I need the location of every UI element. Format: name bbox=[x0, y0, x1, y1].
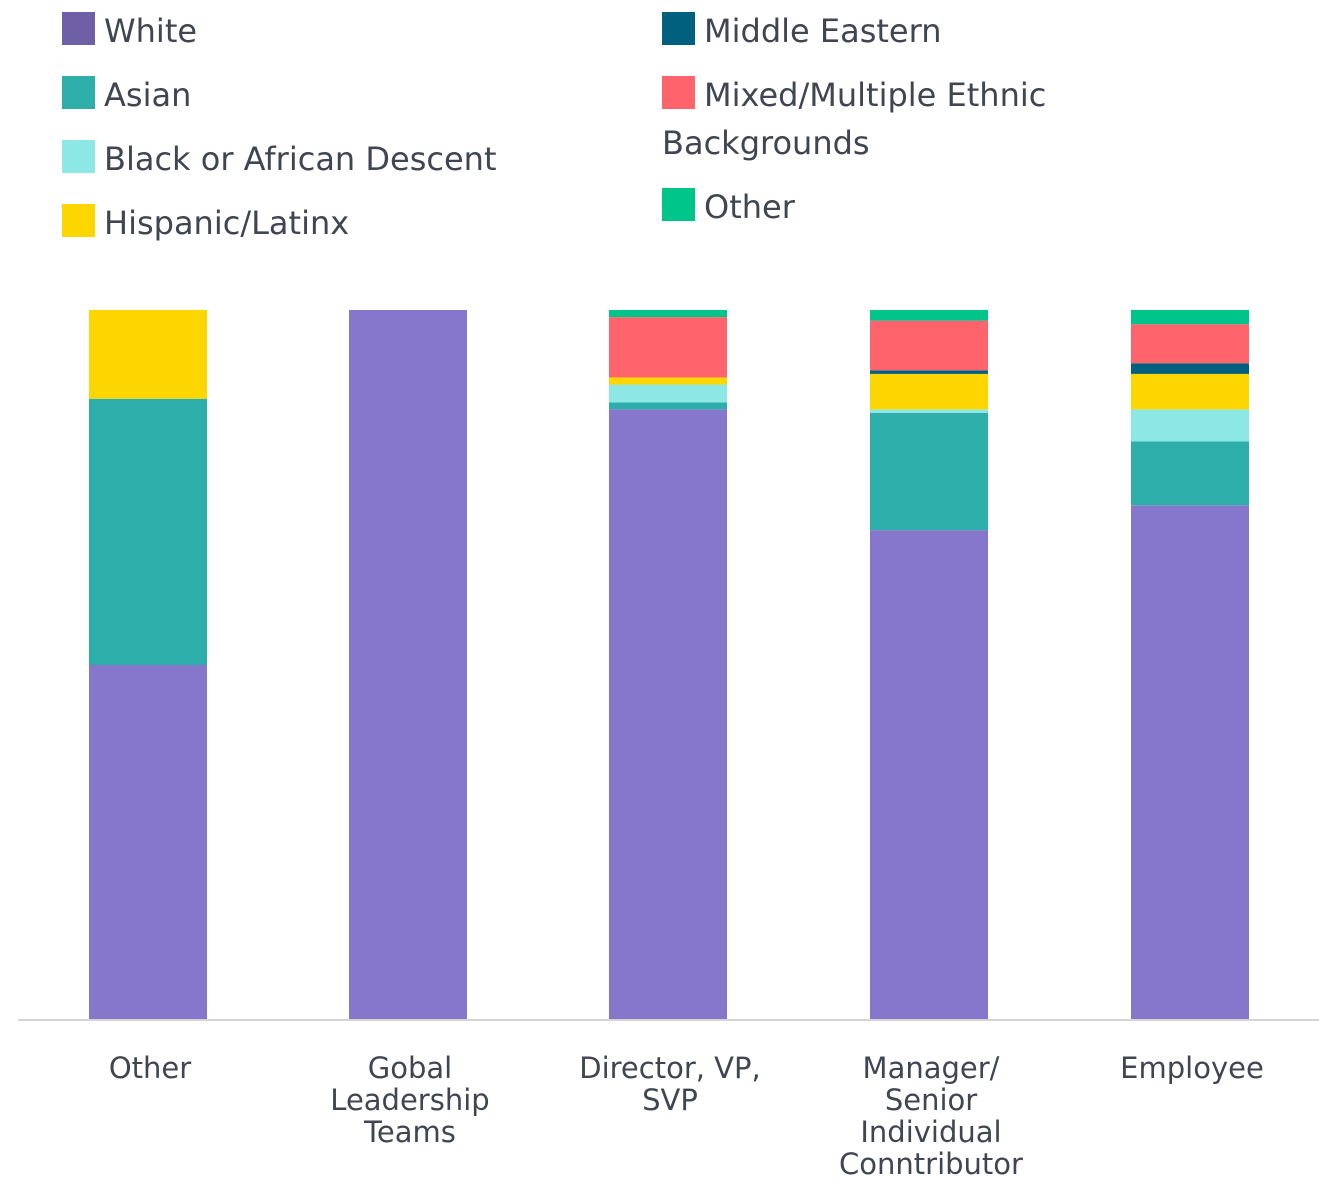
legend-mixed-multiple-ethnic-backgrounds-label-line-2: Backgrounds bbox=[662, 124, 870, 162]
bar-manager-senior-individual-conntributor-middle-eastern bbox=[870, 370, 988, 374]
bar-director-vp-svp-mixed-multiple-ethnic-backgrounds bbox=[609, 317, 727, 378]
bar-manager-senior-individual-conntributor-other bbox=[870, 310, 988, 321]
bar-employee-middle-eastern bbox=[1131, 363, 1249, 374]
x-axis-tick-labels: Other Gobal Leadership Teams Director, VP, SV… bbox=[109, 1051, 1264, 1181]
legend-white-item: White bbox=[62, 12, 197, 50]
tick-label-director-vp-svp-line-2: SVP bbox=[642, 1083, 698, 1117]
tick-label-manager-senior-individual-conntributor-line-2: Senior bbox=[885, 1083, 977, 1117]
bar-other-hispanic-latinx bbox=[89, 310, 207, 399]
bar-group-manager-senior-individual-conntributor bbox=[870, 310, 988, 1020]
legend-black-or-african-descent-label: Black or African Descent bbox=[104, 140, 496, 178]
tick-label-manager-senior-individual-conntributor-line-4: Conntributor bbox=[839, 1147, 1023, 1181]
bar-other-asian bbox=[89, 398, 207, 665]
chart-legend: White Asian Black or African Descent Hispan… bbox=[62, 12, 1046, 242]
bar-group-gobal-leadership-teams bbox=[349, 310, 467, 1020]
bar-manager-senior-individual-conntributor-white bbox=[870, 530, 988, 1020]
legend-black-or-african-descent-swatch bbox=[62, 140, 95, 173]
legend-middle-eastern-label: Middle Eastern bbox=[704, 12, 941, 50]
bar-director-vp-svp-hispanic-latinx bbox=[609, 377, 727, 385]
legend-other-series-item: Other bbox=[662, 188, 796, 226]
tick-label-gobal-leadership-teams: Gobal Leadership Teams bbox=[330, 1051, 489, 1149]
legend-other-series-label: Other bbox=[704, 188, 796, 226]
bar-group-director-vp-svp bbox=[609, 310, 727, 1020]
tick-label-gobal-leadership-teams-line-3: Teams bbox=[363, 1115, 456, 1149]
tick-label-director-vp-svp: Director, VP, SVP bbox=[579, 1051, 760, 1117]
bar-employee-mixed-multiple-ethnic-backgrounds bbox=[1131, 324, 1249, 364]
legend-hispanic-latinx-label: Hispanic/Latinx bbox=[104, 204, 349, 242]
bar-gobal-leadership-teams-white bbox=[349, 310, 467, 1020]
legend-asian-item: Asian bbox=[62, 76, 191, 114]
tick-label-employee: Employee bbox=[1120, 1051, 1264, 1085]
bar-employee-asian bbox=[1131, 441, 1249, 506]
legend-mixed-multiple-ethnic-backgrounds-swatch bbox=[662, 76, 695, 109]
legend-mixed-multiple-ethnic-backgrounds-label: Mixed/Multiple Ethnic bbox=[704, 76, 1046, 114]
legend-other-series-swatch bbox=[662, 188, 695, 221]
bar-manager-senior-individual-conntributor-black-or-african-descent bbox=[870, 409, 988, 413]
bar-director-vp-svp-white bbox=[609, 409, 727, 1020]
bar-manager-senior-individual-conntributor-hispanic-latinx bbox=[870, 373, 988, 410]
bar-other-white bbox=[89, 665, 207, 1020]
tick-label-manager-senior-individual-conntributor-line-1: Manager/ bbox=[863, 1051, 1000, 1085]
bar-employee-hispanic-latinx bbox=[1131, 373, 1249, 410]
legend-asian-swatch bbox=[62, 76, 95, 109]
chart-bars bbox=[89, 310, 1249, 1020]
legend-middle-eastern-item: Middle Eastern bbox=[662, 12, 941, 50]
legend-white-label: White bbox=[104, 12, 197, 50]
tick-label-manager-senior-individual-conntributor-line-3: Individual bbox=[860, 1115, 1001, 1149]
legend-black-or-african-descent-item: Black or African Descent bbox=[62, 140, 496, 178]
legend-hispanic-latinx-swatch bbox=[62, 204, 95, 237]
tick-label-gobal-leadership-teams-line-2: Leadership bbox=[330, 1083, 489, 1117]
legend-middle-eastern-swatch bbox=[662, 12, 695, 45]
tick-label-other: Other bbox=[109, 1051, 191, 1085]
legend-asian-label: Asian bbox=[104, 76, 191, 114]
bar-manager-senior-individual-conntributor-mixed-multiple-ethnic-backgrounds bbox=[870, 320, 988, 371]
bar-employee-white bbox=[1131, 505, 1249, 1020]
bar-group-other bbox=[89, 310, 207, 1020]
tick-label-manager-senior-individual-conntributor: Manager/Senior Individual Conntributor bbox=[839, 1051, 1023, 1181]
legend-mixed-multiple-ethnic-backgrounds-item: Mixed/Multiple Ethnic Backgrounds bbox=[662, 76, 1046, 162]
bar-employee-other bbox=[1131, 310, 1249, 325]
bar-employee-black-or-african-descent bbox=[1131, 409, 1249, 442]
bar-director-vp-svp-asian bbox=[609, 402, 727, 410]
legend-hispanic-latinx-item: Hispanic/Latinx bbox=[62, 204, 349, 242]
tick-label-director-vp-svp-line-1: Director, VP, bbox=[579, 1051, 760, 1085]
bar-group-employee bbox=[1131, 310, 1249, 1020]
tick-label-gobal-leadership-teams-line-1: Gobal bbox=[368, 1051, 452, 1085]
tick-label-employee-line-1: Employee bbox=[1120, 1051, 1264, 1085]
legend-white-swatch bbox=[62, 12, 95, 45]
tick-label-other-line-1: Other bbox=[109, 1051, 191, 1085]
bar-director-vp-svp-other bbox=[609, 310, 727, 318]
bar-manager-senior-individual-conntributor-asian bbox=[870, 412, 988, 531]
bar-director-vp-svp-black-or-african-descent bbox=[609, 384, 727, 403]
